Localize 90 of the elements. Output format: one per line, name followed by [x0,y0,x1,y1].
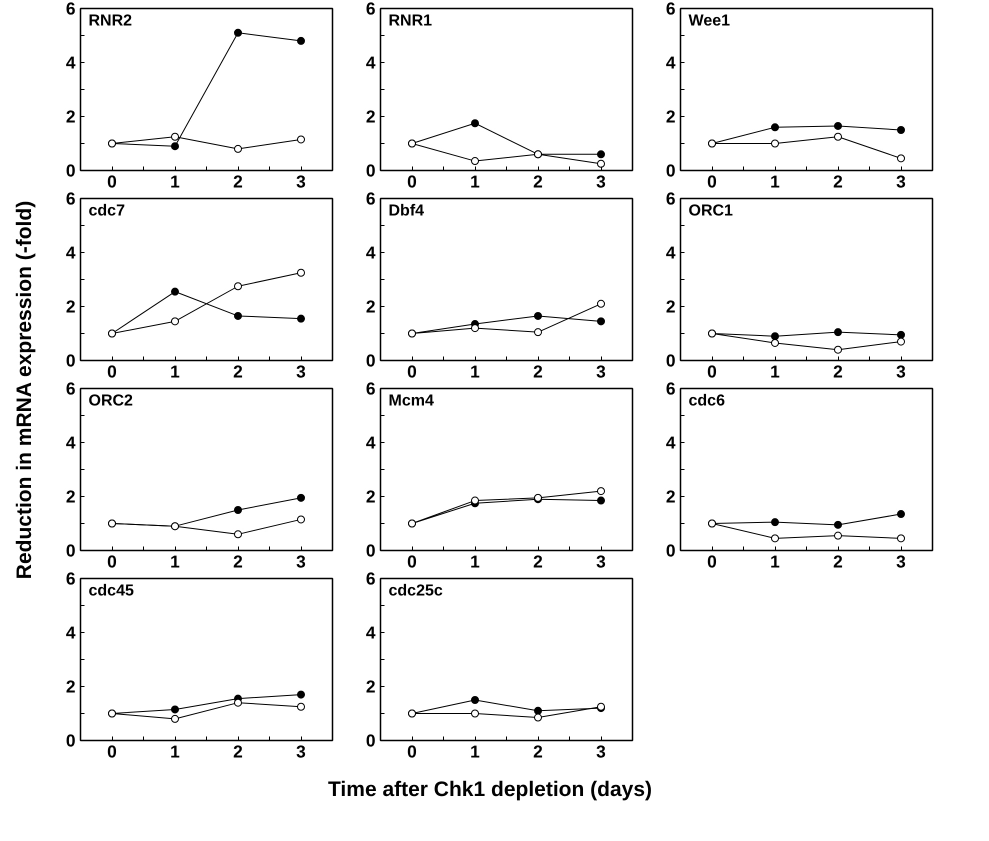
x-tick-label: 1 [470,552,480,572]
x-tick-label: 3 [896,172,906,192]
y-tick-label: 6 [666,188,676,208]
y-tick-label: 6 [666,0,676,18]
x-tick-label: 2 [533,172,543,192]
chart-title: Wee1 [688,12,730,30]
y-tick-label: 4 [366,242,376,262]
y-tick-label: 4 [366,622,376,642]
x-tick-label: 2 [233,172,243,192]
x-tick-label: 2 [233,742,243,762]
x-tick-label: 2 [833,552,843,572]
y-tick-label: 6 [366,378,376,398]
y-tick-label: 2 [66,296,76,316]
x-tick-label: 2 [833,172,843,192]
x-tick-label: 2 [533,742,543,762]
y-tick-label: 4 [66,432,76,452]
x-tick-label: 3 [296,172,306,192]
x-tick-label: 0 [107,552,117,572]
x-tick-label: 1 [470,362,480,382]
chart-title: cdc6 [688,392,726,410]
x-tick-label: 0 [407,172,417,192]
x-tick-label: 1 [770,362,780,382]
y-tick-label: 4 [66,242,76,262]
x-tick-label: 0 [407,742,417,762]
y-tick-label: 2 [66,486,76,506]
y-tick-label: 6 [66,188,76,208]
x-tick-label: 3 [596,742,606,762]
y-tick-label: 2 [66,106,76,126]
x-tick-label: 2 [233,552,243,572]
x-tick-label: 3 [296,742,306,762]
x-tick-label: 1 [770,552,780,572]
y-tick-label: 2 [666,106,676,126]
x-tick-label: 1 [470,172,480,192]
x-tick-label: 3 [896,362,906,382]
y-tick-label: 6 [66,0,76,18]
chart-title: RNR2 [88,12,132,30]
x-tick-label: 0 [707,552,717,572]
y-tick-label: 4 [666,52,676,72]
x-tick-label: 2 [833,362,843,382]
chart-title: ORC2 [88,392,134,410]
x-tick-label: 0 [107,742,117,762]
x-tick-label: 0 [407,362,417,382]
chart-title: ORC1 [688,202,734,220]
chart-title: cdc7 [88,202,126,220]
x-tick-label: 1 [170,172,180,192]
y-tick-label: 2 [366,676,376,696]
y-tick-label: 6 [366,568,376,588]
x-tick-label: 0 [407,552,417,572]
x-tick-label: 3 [296,362,306,382]
y-tick-label: 4 [366,52,376,72]
y-tick-label: 6 [366,0,376,18]
x-tick-label: 2 [233,362,243,382]
x-tick-label: 1 [470,742,480,762]
y-tick-label: 2 [66,676,76,696]
chart-title: RNR1 [388,12,432,30]
y-tick-label: 4 [666,242,676,262]
x-tick-label: 3 [296,552,306,572]
x-tick-label: 0 [707,172,717,192]
y-tick-label: 4 [66,622,76,642]
y-tick-label: 6 [366,188,376,208]
y-tick-label: 2 [366,296,376,316]
chart-title: cdc25c [388,582,443,600]
y-tick-label: 2 [666,296,676,316]
x-tick-label: 3 [596,362,606,382]
y-tick-label: 2 [366,486,376,506]
chart-title: cdc45 [88,582,134,600]
x-tick-label: 3 [896,552,906,572]
x-tick-label: 0 [107,172,117,192]
chart-title: Dbf4 [388,202,424,220]
x-tick-label: 1 [170,552,180,572]
y-tick-label: 4 [366,432,376,452]
y-tick-label: 2 [666,486,676,506]
x-tick-label: 1 [170,742,180,762]
y-axis-title: Reduction in mRNA expression (-fold) [12,200,37,582]
y-tick-label: 4 [66,52,76,72]
x-tick-label: 0 [707,362,717,382]
x-tick-label: 3 [596,172,606,192]
x-tick-label: 3 [596,552,606,572]
x-tick-label: 1 [770,172,780,192]
x-axis-title: Time after Chk1 depletion (days) [326,777,654,803]
x-tick-label: 2 [533,552,543,572]
x-tick-label: 1 [170,362,180,382]
x-tick-label: 2 [533,362,543,382]
y-tick-label: 4 [666,432,676,452]
chart-title: Mcm4 [388,392,434,410]
y-tick-label: 2 [366,106,376,126]
y-tick-label: 6 [66,568,76,588]
x-tick-label: 0 [107,362,117,382]
y-tick-label: 6 [666,378,676,398]
y-tick-label: 6 [66,378,76,398]
